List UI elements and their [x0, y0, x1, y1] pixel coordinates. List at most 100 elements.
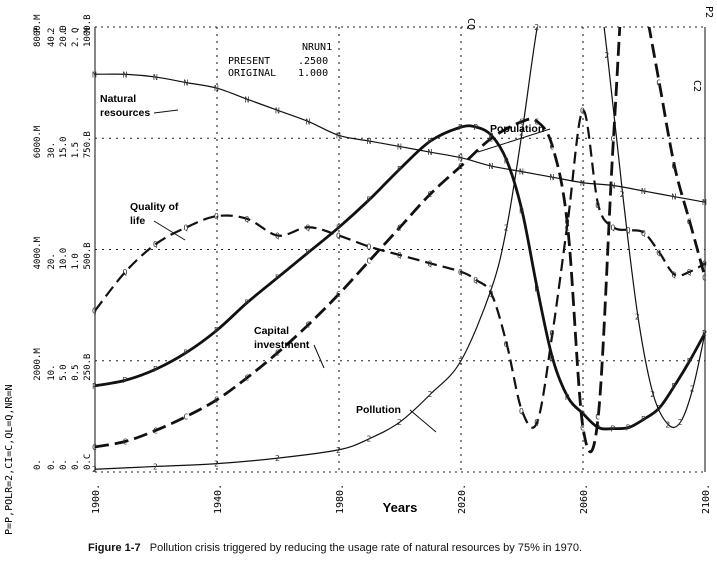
series-marker: Q: [519, 407, 524, 416]
series-marker: P: [184, 348, 189, 357]
scale-tick-label: 250.B: [83, 354, 93, 381]
x-tick-label: 2020.: [457, 484, 468, 514]
grid: [94, 26, 706, 473]
scale-tick-label: 10.0: [59, 248, 69, 270]
series-marker: P: [275, 273, 280, 282]
series-marker: P: [519, 207, 524, 216]
scale-header: N: [83, 28, 93, 33]
series-marker: C: [214, 396, 219, 405]
series-marker: Q: [428, 259, 433, 268]
series-marker: Q: [641, 229, 646, 238]
series-marker: N: [245, 95, 250, 104]
scale-tick-label: 0.: [59, 459, 69, 470]
series-marker: N: [458, 154, 463, 163]
series-marker: C: [489, 134, 494, 143]
series-marker: P: [336, 223, 341, 232]
series-marker: Q: [306, 223, 311, 232]
annotation-label: Capital: [254, 325, 289, 337]
series-marker: C: [306, 321, 311, 330]
series-marker: 2: [336, 446, 341, 455]
scale-tick-label: 0.5: [71, 364, 81, 380]
run-box-row-value: .2500: [298, 56, 328, 67]
annotation-leader: [477, 128, 551, 153]
scale-tick-label: 5.0: [59, 364, 69, 380]
series-marker: C: [580, 424, 585, 433]
series-marker: Q: [687, 268, 692, 277]
x-tick-label: 2060.: [579, 484, 590, 514]
top-right-marks: CQ P2 C2: [465, 6, 714, 92]
scale-tick-label: 0.: [71, 459, 81, 470]
run-box-row-value: 1.000: [298, 68, 328, 79]
scale-tick-label: 1000.B: [83, 14, 93, 47]
series-line: [95, 109, 705, 429]
series-marker: Q: [595, 201, 600, 210]
series-marker: P: [672, 382, 677, 391]
annotation-label: Natural: [100, 93, 136, 105]
x-tick-label: 1900.: [91, 484, 102, 514]
series-marker: 2: [153, 462, 158, 471]
series-marker: P: [428, 137, 433, 146]
series-marker: 2: [397, 418, 402, 427]
x-tick-label: 2100.: [701, 484, 712, 514]
series-marker: P: [473, 123, 478, 132]
annotation-label: investment: [254, 339, 310, 351]
series-marker: C: [550, 143, 555, 152]
scale-tick-label: 8000.M: [33, 14, 43, 47]
series-marker: C: [458, 162, 463, 171]
series-marker: Q: [367, 243, 372, 252]
series-marker: N: [428, 148, 433, 157]
scale-tick-label: 4000.M: [33, 236, 43, 269]
top-mark: P2: [703, 6, 714, 18]
scale-tick-label: 0.C: [83, 454, 93, 470]
series-marker: P: [550, 354, 555, 363]
x-tick-label: 1940.: [213, 484, 224, 514]
series-marker: N: [306, 118, 311, 127]
series-marker: Q: [611, 223, 616, 232]
series-marker: C: [123, 437, 128, 446]
series-marker: Q: [473, 276, 478, 285]
series-marker: P: [92, 382, 97, 391]
figure-caption: Figure 1-7 Pollution crisis triggered by…: [88, 542, 582, 554]
series-marker: Q: [580, 106, 585, 115]
scale-tick-label: 750.B: [83, 131, 93, 158]
series-marker: P: [626, 424, 631, 433]
series-marker: P: [397, 165, 402, 174]
x-tick-labels: 1900. 1940. 1980. 2020. 2060. 2100.: [91, 484, 712, 514]
series-marker: Q: [626, 226, 631, 235]
series-marker: C: [534, 118, 539, 127]
series-marker: Q: [534, 418, 539, 427]
scale-tick-label: 10.: [47, 364, 57, 380]
annotation-label: life: [130, 215, 145, 227]
top-mark: CQ: [465, 18, 476, 30]
series-marker: N: [519, 168, 524, 177]
caption-text: Pollution crisis triggered by reducing t…: [149, 542, 583, 554]
series-marker: Q: [336, 232, 341, 241]
series-marker: 2: [702, 329, 707, 338]
series-marker: P: [641, 415, 646, 424]
series-marker: C: [153, 426, 158, 435]
scale-tick-label: 0.: [33, 459, 43, 470]
series-marker: N: [336, 131, 341, 140]
series-marker: 2: [92, 465, 97, 474]
series-marker: C: [245, 373, 250, 382]
series-marker: Q: [565, 218, 570, 227]
series-marker: 2: [275, 454, 280, 463]
series-marker: 2: [489, 284, 494, 293]
series-marker: C: [595, 412, 600, 421]
series-marker: C: [336, 290, 341, 299]
series-marker: Q: [153, 240, 158, 249]
series-marker: N: [580, 179, 585, 188]
series-marker: P: [245, 298, 250, 307]
series-marker: N: [550, 173, 555, 182]
scale-header: C: [59, 28, 69, 33]
annotation-label: Quality of: [130, 201, 179, 213]
series-marker: C: [92, 443, 97, 452]
scale-tick-label: 500.B: [83, 242, 93, 269]
series-marker: Q: [123, 268, 128, 277]
series-marker: N: [214, 84, 219, 93]
series-marker: P: [153, 365, 158, 374]
series-line: [95, 27, 705, 470]
series-marker: Q: [92, 307, 97, 316]
scale-tick-label: 15.0: [59, 137, 69, 159]
series-marker: C: [611, 134, 616, 143]
